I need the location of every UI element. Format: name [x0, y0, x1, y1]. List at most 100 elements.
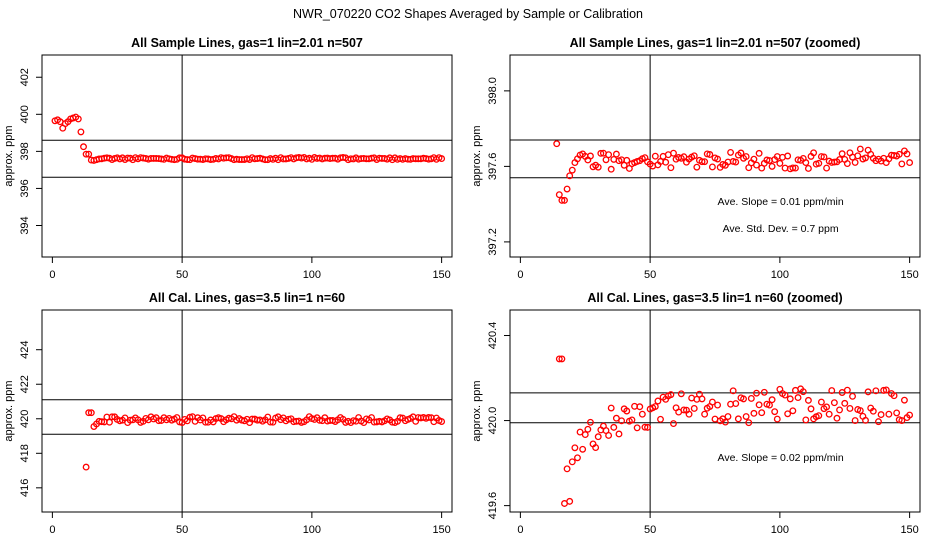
- y-axis-label: approx. ppm: [3, 125, 15, 186]
- data-point: [747, 395, 755, 402]
- data-point: [425, 413, 433, 421]
- data-point: [768, 396, 776, 404]
- data-point: [877, 411, 885, 419]
- data-point: [623, 156, 631, 164]
- data-point: [607, 165, 615, 173]
- data-point: [633, 424, 641, 432]
- data-point: [708, 163, 716, 171]
- data-point: [825, 410, 833, 418]
- data-point: [594, 433, 602, 441]
- data-point: [186, 413, 194, 421]
- data-point: [854, 152, 862, 160]
- data-point: [605, 151, 613, 159]
- data-point: [742, 413, 750, 420]
- data-point: [789, 164, 797, 172]
- data-point: [804, 396, 812, 404]
- y-tick-label: 398: [19, 142, 31, 160]
- data-point: [680, 406, 688, 414]
- data-point: [781, 391, 789, 399]
- data-point: [74, 115, 82, 123]
- data-point: [843, 386, 851, 394]
- annotation: Ave. Std. Dev. = 0.7 ppm: [723, 223, 839, 235]
- data-point: [893, 409, 901, 417]
- data-point: [579, 445, 587, 453]
- data-point: [644, 423, 651, 431]
- data-point: [836, 406, 844, 414]
- data-point: [563, 185, 571, 193]
- data-point: [750, 409, 758, 417]
- data-point: [753, 161, 760, 169]
- data-point: [638, 410, 646, 418]
- data-point: [815, 159, 823, 167]
- data-point: [607, 404, 615, 412]
- data-point: [895, 150, 903, 158]
- y-axis-label: approx. ppm: [471, 125, 483, 186]
- data-point: [872, 387, 880, 395]
- data-point: [789, 407, 797, 415]
- x-tick-label: 0: [517, 524, 523, 536]
- annotation: Ave. Slope = 0.02 ppm/min: [718, 452, 844, 464]
- data-point: [667, 391, 675, 399]
- plot-frame: [41, 54, 453, 258]
- y-tick-label: 424: [19, 341, 31, 359]
- data-point: [651, 403, 659, 410]
- data-point: [690, 152, 698, 160]
- data-point: [740, 395, 747, 403]
- data-point: [714, 401, 722, 409]
- data-point: [727, 148, 735, 156]
- data-point: [87, 409, 95, 417]
- data-point: [623, 407, 631, 415]
- data-point: [612, 150, 620, 158]
- data-point: [820, 153, 828, 161]
- y-tick-label: 418: [19, 444, 31, 462]
- data-point: [802, 416, 810, 424]
- data-point: [568, 166, 576, 174]
- panel-cal-zoomed: All Cal. Lines, gas=3.5 lin=1 n=60 (zoom…: [471, 291, 921, 536]
- data-point: [817, 153, 825, 161]
- panel-cal: All Cal. Lines, gas=3.5 lin=1 n=60 0 50 100…: [3, 291, 453, 536]
- data-point: [732, 158, 740, 166]
- data-point: [755, 149, 763, 157]
- x-tick-label: 150: [900, 269, 918, 281]
- y-tick-label: 420.4: [487, 322, 499, 350]
- y-tick-label: 420: [19, 410, 31, 428]
- data-point: [784, 410, 792, 418]
- y-tick-label: 397.2: [487, 228, 499, 256]
- data-point: [677, 390, 685, 398]
- data-point: [85, 409, 93, 417]
- data-point: [846, 404, 854, 412]
- data-point: [561, 196, 568, 204]
- data-point: [851, 417, 859, 425]
- x-tick-label: 50: [644, 269, 656, 281]
- data-point: [693, 163, 701, 171]
- data-point: [574, 454, 581, 462]
- data-point: [396, 414, 404, 422]
- data-point: [85, 150, 93, 158]
- data-point: [830, 399, 838, 407]
- data-point: [714, 155, 722, 163]
- data-point: [794, 394, 802, 402]
- x-tick-label: 150: [432, 269, 450, 281]
- y-axis-label: approx. ppm: [471, 380, 483, 441]
- data-point: [670, 149, 677, 157]
- data-point: [755, 401, 763, 409]
- data-point: [721, 418, 729, 426]
- data-point: [662, 158, 670, 166]
- data-point: [670, 420, 677, 427]
- y-tick-label: 397.6: [487, 153, 499, 181]
- data-point: [802, 159, 810, 167]
- data-point: [864, 388, 872, 396]
- data-point: [316, 416, 324, 424]
- y-tick-label: 402: [19, 68, 31, 86]
- data-point: [641, 423, 649, 431]
- data-point: [685, 410, 693, 418]
- data-point: [571, 444, 579, 452]
- data-point: [841, 399, 849, 407]
- x-tick-label: 50: [644, 524, 656, 536]
- data-point: [833, 414, 841, 422]
- data-point: [791, 164, 799, 172]
- data-point: [82, 463, 90, 471]
- data-point: [615, 430, 623, 438]
- y-tick-label: 396: [19, 179, 31, 197]
- data-point: [563, 465, 571, 473]
